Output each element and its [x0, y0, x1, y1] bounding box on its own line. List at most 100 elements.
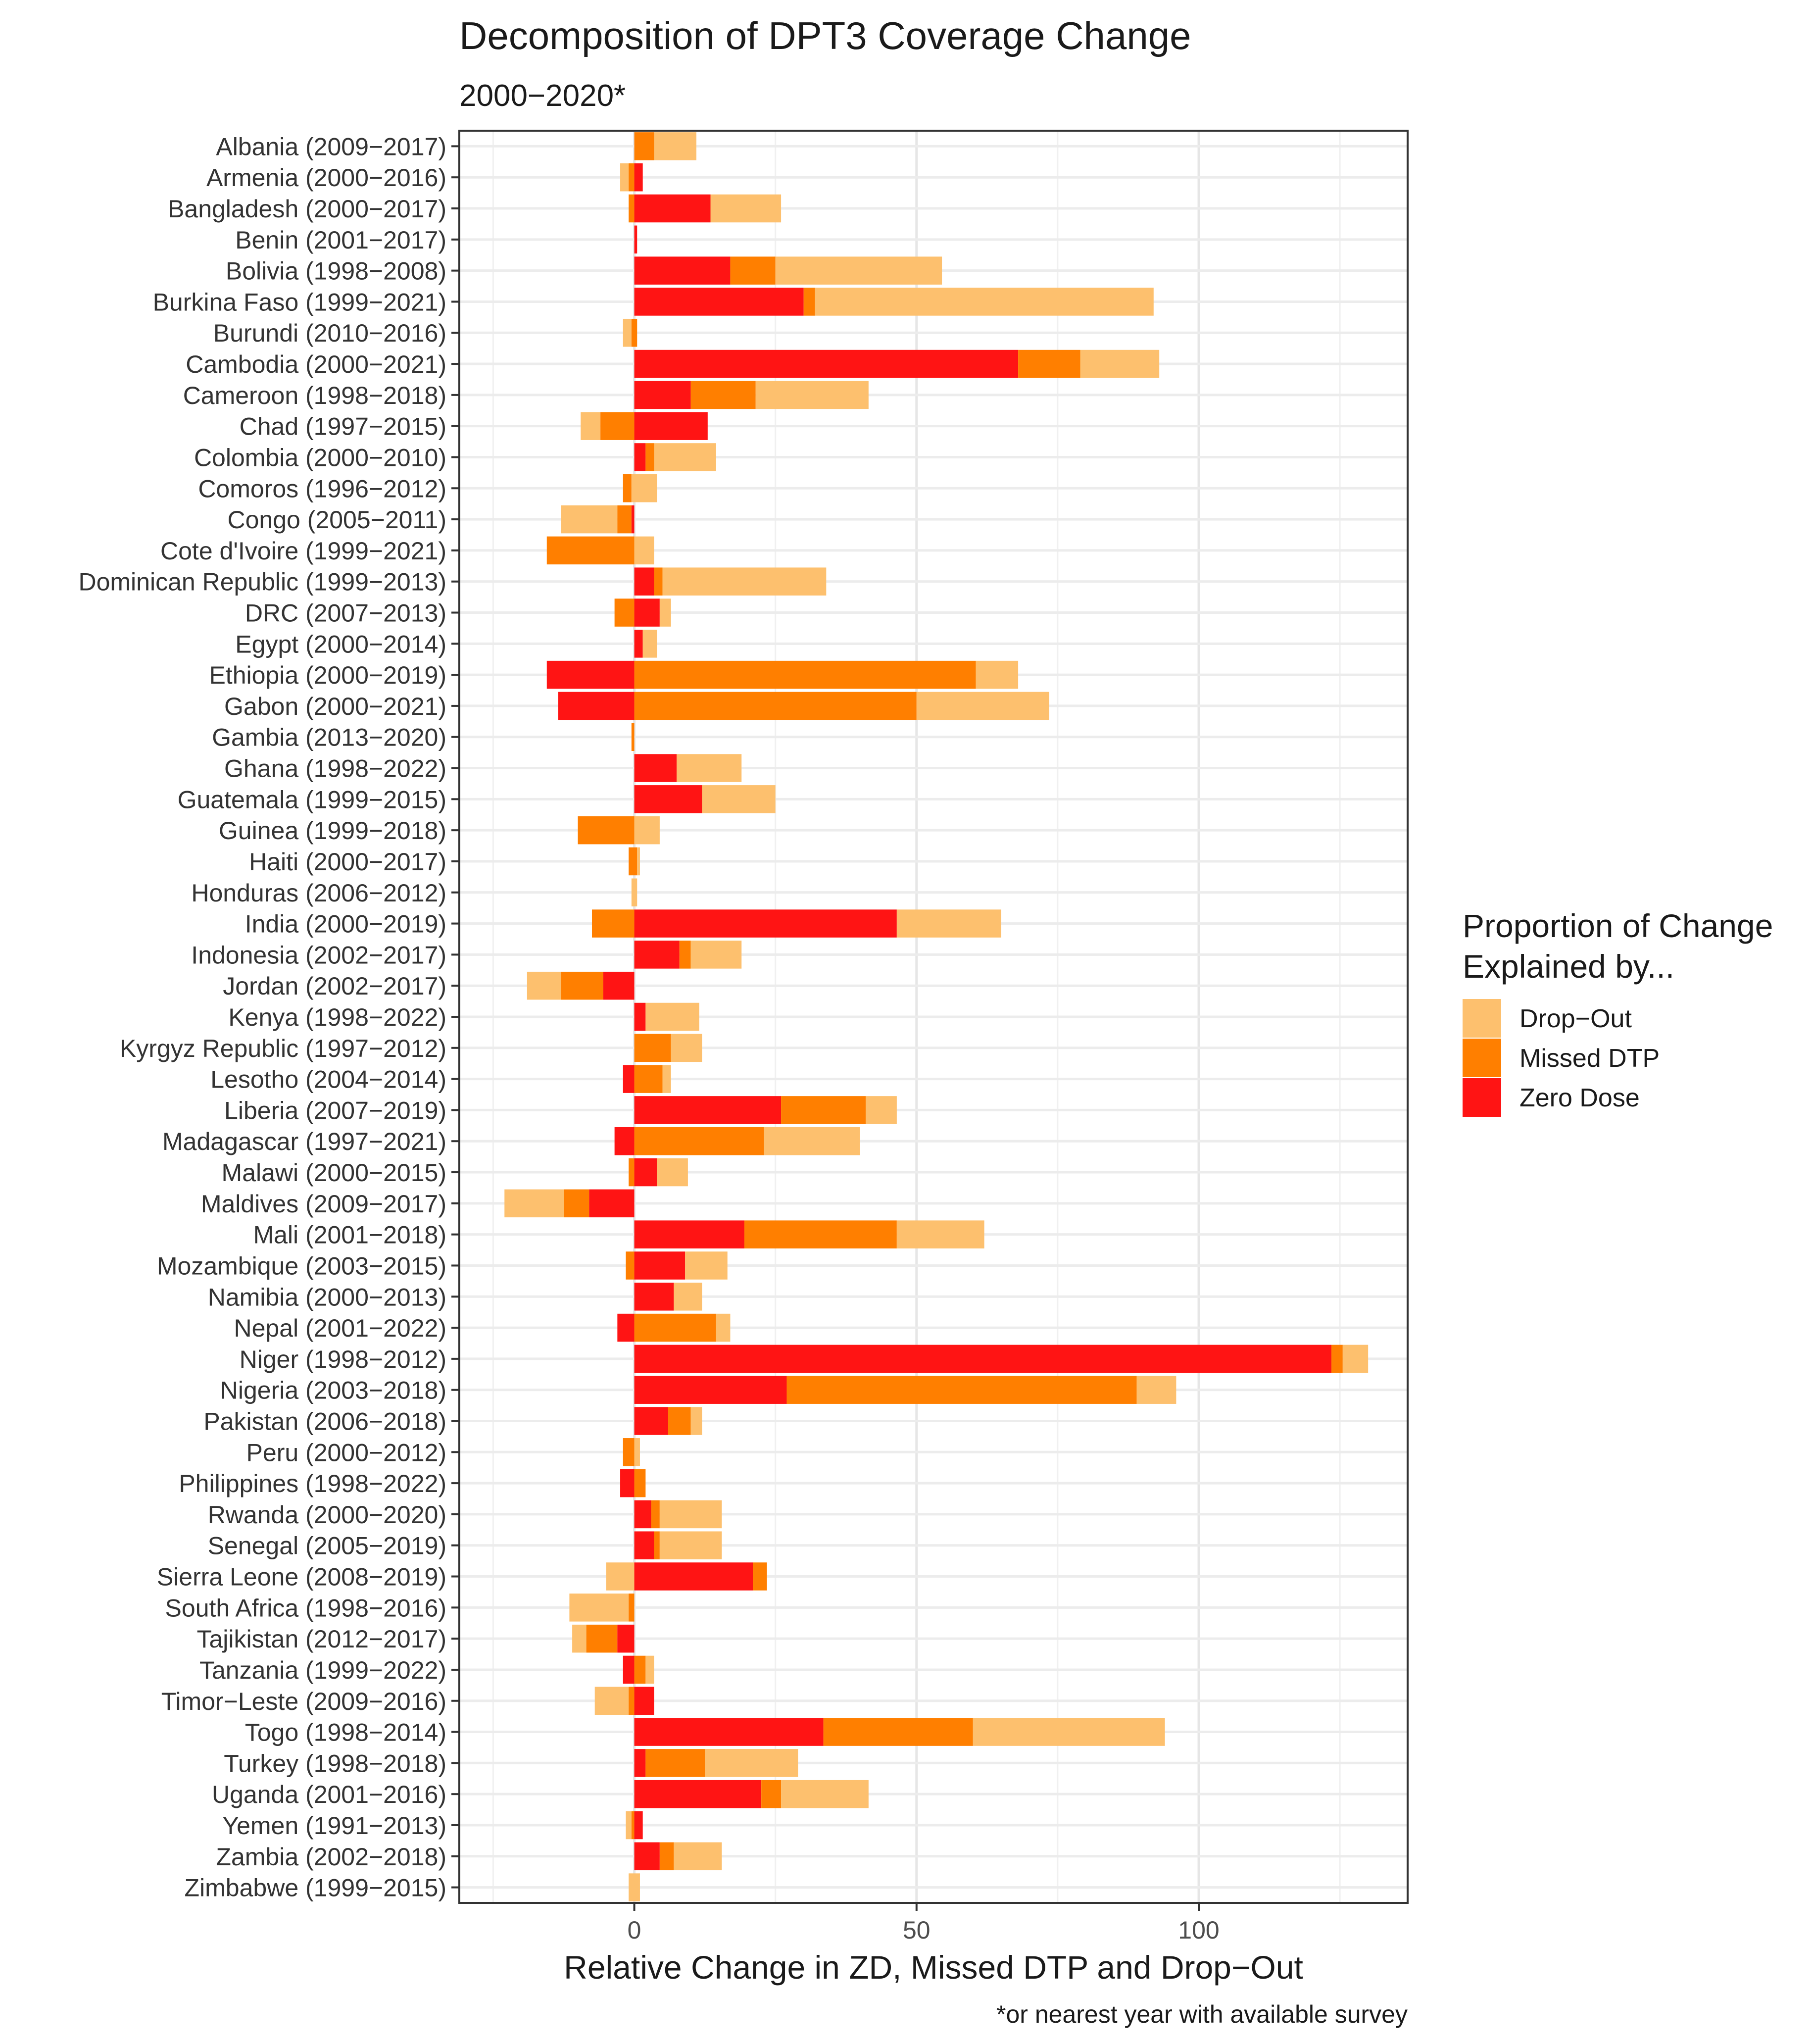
- bar-drop-out: [685, 1251, 728, 1280]
- bar-drop-out: [662, 1065, 671, 1093]
- bar-drop-out: [671, 1034, 702, 1062]
- bar-zero-dose: [634, 785, 702, 813]
- bar-zero-dose: [589, 1189, 635, 1218]
- bar-zero-dose: [634, 1500, 651, 1529]
- bar-zero-dose: [634, 1002, 646, 1031]
- bar-zero-dose: [634, 163, 643, 192]
- y-tick-label: Togo (1998−2014): [245, 1719, 446, 1746]
- chart-caption: *or nearest year with available survey: [996, 2000, 1408, 2028]
- y-tick-label: Tajikistan (2012−2017): [197, 1625, 447, 1653]
- bar-missed-dtp: [761, 1780, 782, 1808]
- bar-zero-dose: [617, 1624, 635, 1653]
- bar-missed-dtp: [654, 567, 663, 596]
- bar-missed-dtp: [634, 1469, 646, 1497]
- y-tick-label: Sierra Leone (2008−2019): [157, 1563, 446, 1591]
- bar-drop-out: [1342, 1345, 1369, 1373]
- bar-zero-dose: [634, 1780, 762, 1808]
- y-tick-label: Namibia (2000−2013): [208, 1283, 446, 1311]
- bar-zero-dose: [634, 1718, 824, 1746]
- bar-drop-out: [764, 1127, 860, 1155]
- bar-zero-dose: [634, 288, 804, 316]
- bar-drop-out: [976, 660, 1019, 689]
- y-tick-label: Malawi (2000−2015): [222, 1159, 446, 1187]
- bar-drop-out: [631, 474, 657, 502]
- bar-drop-out: [645, 1655, 654, 1684]
- bar-zero-dose: [614, 1127, 635, 1155]
- bar-missed-dtp: [629, 163, 635, 192]
- bar-zero-dose: [623, 1065, 635, 1093]
- bar-zero-dose: [634, 1158, 657, 1187]
- y-tick-label: Lesotho (2004−2014): [210, 1066, 446, 1094]
- bar-missed-dtp: [634, 132, 654, 160]
- bar-missed-dtp: [631, 1811, 635, 1840]
- bar-zero-dose: [634, 941, 680, 969]
- legend-label-zero-dose: Zero Dose: [1519, 1084, 1640, 1112]
- y-tick-label: Gambia (2013−2020): [212, 724, 446, 751]
- y-tick-label: Guinea (1999−2018): [219, 817, 446, 845]
- bar-drop-out: [690, 1407, 702, 1435]
- bar-drop-out: [705, 1749, 798, 1777]
- bar-missed-dtp: [634, 1127, 764, 1155]
- bar-missed-dtp: [786, 1376, 1137, 1404]
- bar-drop-out: [654, 132, 696, 160]
- bar-zero-dose: [631, 505, 635, 534]
- bar-zero-dose: [634, 1842, 660, 1871]
- bar-drop-out: [1080, 349, 1160, 378]
- bar-drop-out: [674, 1283, 702, 1311]
- bar-drop-out: [674, 1842, 722, 1871]
- bar-zero-dose: [634, 1811, 643, 1840]
- bar-missed-dtp: [629, 847, 637, 876]
- bar-drop-out: [645, 1002, 699, 1031]
- bar-missed-dtp: [645, 1749, 705, 1777]
- y-tick-label: Liberia (2007−2019): [224, 1097, 446, 1124]
- bar-zero-dose: [634, 412, 708, 440]
- y-tick-label: Colombia (2000−2010): [194, 444, 446, 471]
- bar-missed-dtp: [586, 1624, 618, 1653]
- y-tick-label: Ethiopia (2000−2019): [209, 661, 446, 689]
- bar-zero-dose: [634, 1283, 674, 1311]
- bar-zero-dose: [634, 256, 731, 285]
- bar-zero-dose: [634, 630, 643, 658]
- y-tick-label: Haiti (2000−2017): [249, 848, 446, 876]
- y-tick-label: DRC (2007−2013): [245, 599, 446, 627]
- y-tick-label: Comoros (1996−2012): [198, 475, 446, 502]
- bar-zero-dose: [546, 660, 635, 689]
- y-tick-label: Tanzania (1999−2022): [199, 1656, 446, 1684]
- bar-drop-out: [866, 1096, 897, 1124]
- bar-drop-out: [620, 163, 629, 192]
- bar-drop-out: [642, 630, 657, 658]
- bar-zero-dose: [603, 971, 635, 1000]
- bar-missed-dtp: [679, 941, 691, 969]
- bar-zero-dose: [634, 349, 1019, 378]
- bar-missed-dtp: [744, 1220, 897, 1248]
- bar-drop-out: [775, 256, 942, 285]
- bar-zero-dose: [617, 1313, 635, 1342]
- legend-label-drop-out: Drop−Out: [1519, 1004, 1632, 1033]
- bar-missed-dtp: [753, 1562, 767, 1591]
- y-tick-label: Guatemala (1999−2015): [178, 786, 446, 813]
- legend-title-line1: Proportion of Change: [1463, 907, 1773, 944]
- bar-missed-dtp: [629, 1594, 635, 1622]
- bar-drop-out: [690, 941, 742, 969]
- bar-missed-dtp: [651, 1500, 660, 1529]
- y-tick-label: India (2000−2019): [245, 910, 446, 938]
- bar-zero-dose: [634, 567, 654, 596]
- y-tick-label: Egypt (2000−2014): [235, 630, 446, 658]
- bar-missed-dtp: [623, 474, 632, 502]
- y-tick-label: Mali (2001−2018): [253, 1221, 446, 1249]
- bar-drop-out: [702, 785, 776, 813]
- bar-zero-dose: [634, 1376, 787, 1404]
- y-tick-label: Uganda (2001−2016): [212, 1781, 446, 1808]
- y-tick-label: Pakistan (2006−2018): [203, 1407, 446, 1435]
- bar-missed-dtp: [634, 660, 976, 689]
- bar-drop-out: [623, 318, 632, 347]
- bar-zero-dose: [634, 909, 897, 938]
- bar-drop-out: [606, 1562, 635, 1591]
- y-tick-label: Kenya (1998−2022): [228, 1003, 446, 1031]
- bar-drop-out: [755, 381, 869, 409]
- y-tick-label: Armenia (2000−2016): [206, 164, 446, 192]
- y-tick-label: Gabon (2000−2021): [224, 693, 446, 720]
- bar-missed-dtp: [623, 1438, 635, 1466]
- bar-drop-out: [634, 1438, 640, 1466]
